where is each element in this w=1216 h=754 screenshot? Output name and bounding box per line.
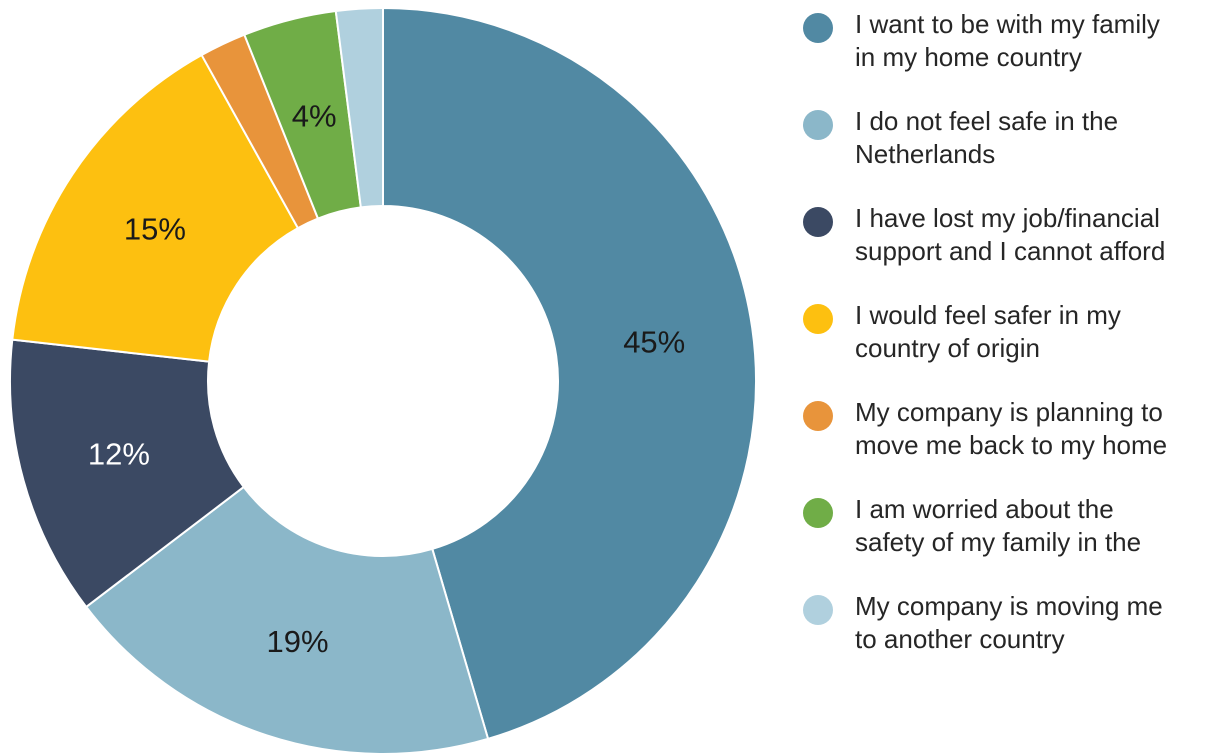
legend-label-1: I want to be with my family in my home c…: [855, 9, 1160, 72]
legend-item-3: I have lost my job/financial support and…: [803, 202, 1213, 268]
donut-slice-2: [84, 485, 490, 754]
donut-slice-7: [334, 6, 384, 209]
legend-label-7: My company is moving me to another count…: [855, 591, 1163, 654]
legend-swatch-4: [803, 304, 833, 334]
donut-chart: 45% 19% 12% 15% 4%: [9, 6, 757, 754]
slice-label-6: 4%: [292, 98, 337, 133]
legend-item-5: My company is planning to move me back t…: [803, 396, 1213, 462]
legend-swatch-1: [803, 13, 833, 43]
legend-item-7: My company is moving me to another count…: [803, 590, 1213, 656]
donut-slice-1: [382, 6, 757, 741]
slice-label-3: 12%: [88, 437, 150, 472]
legend-swatch-3: [803, 207, 833, 237]
legend-swatch-6: [803, 498, 833, 528]
legend-label-3: I have lost my job/financial support and…: [855, 203, 1166, 266]
legend-label-4: I would feel safer in my country of orig…: [855, 300, 1121, 363]
legend-label-6: I am worried about the safety of my fami…: [855, 494, 1142, 557]
legend-item-6: I am worried about the safety of my fami…: [803, 493, 1213, 559]
donut-slice-3: [9, 338, 246, 609]
donut-slice-4: [11, 53, 300, 363]
legend-label-5: My company is planning to move me back t…: [855, 397, 1168, 460]
slice-label-4: 15%: [124, 212, 186, 247]
legend-item-1: I want to be with my family in my home c…: [803, 8, 1213, 74]
legend-swatch-2: [803, 110, 833, 140]
legend-item-4: I would feel safer in my country of orig…: [803, 299, 1213, 365]
slice-label-1: 45%: [623, 325, 685, 360]
legend-swatch-5: [803, 401, 833, 431]
legend-item-2: I do not feel safe in the Netherlands: [803, 105, 1213, 171]
legend-label-2: I do not feel safe in the Netherlands: [855, 106, 1119, 169]
legend-swatch-7: [803, 595, 833, 625]
slice-label-2: 19%: [266, 624, 328, 659]
